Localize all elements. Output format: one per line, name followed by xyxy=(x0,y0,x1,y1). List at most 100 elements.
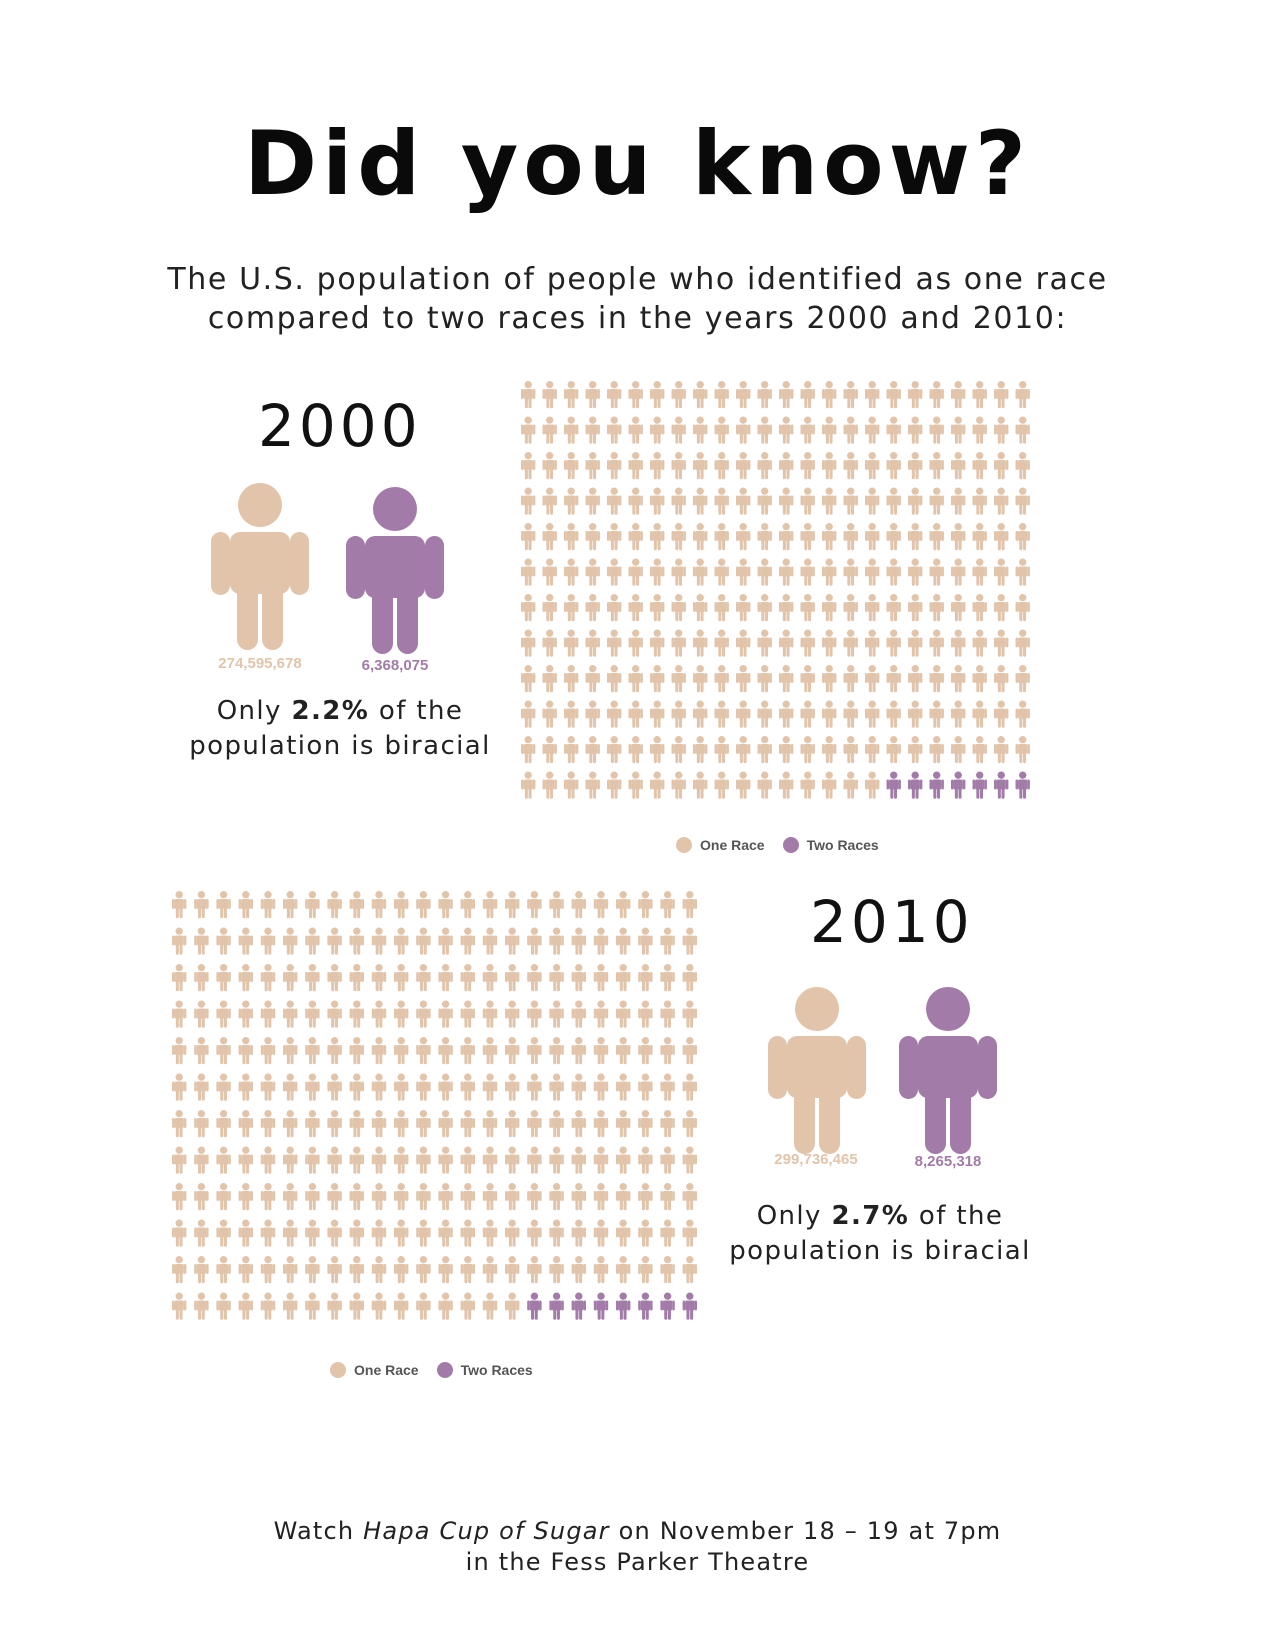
one-race-pictogram-icon xyxy=(660,1256,675,1284)
one-race-pictogram-icon xyxy=(238,1292,253,1320)
one-race-pictogram-icon xyxy=(865,523,880,551)
one-race-pictogram-icon xyxy=(843,523,858,551)
one-race-pictogram-icon xyxy=(994,452,1009,480)
one-race-pictogram-icon xyxy=(671,736,686,764)
one-race-pictogram-icon xyxy=(394,927,409,955)
one-race-pictogram-icon xyxy=(714,629,729,657)
one-race-pictogram-icon xyxy=(460,1073,475,1101)
one-race-pictogram-icon xyxy=(972,665,987,693)
one-race-pictogram-icon xyxy=(994,629,1009,657)
one-race-pictogram-icon xyxy=(371,1183,387,1211)
one-race-pictogram-icon xyxy=(682,1146,697,1174)
one-race-pictogram-icon xyxy=(800,558,815,586)
one-race-pictogram-icon xyxy=(194,1256,209,1284)
one-race-pictogram-icon xyxy=(521,736,536,764)
one-race-pictogram-icon xyxy=(564,416,579,444)
one-race-pictogram-icon xyxy=(527,1219,542,1247)
one-race-pictogram-icon xyxy=(951,700,966,728)
one-race-pictogram-icon xyxy=(438,1037,453,1065)
one-race-pictogram-icon xyxy=(714,665,729,693)
one-race-pictogram-icon xyxy=(238,1256,253,1284)
one-race-pictogram-icon xyxy=(607,771,622,799)
one-race-pictogram-icon xyxy=(305,1146,320,1174)
one-race-pictogram-icon xyxy=(616,1073,631,1101)
one-race-pictogram-icon xyxy=(593,891,609,919)
two-races-pictogram-icon xyxy=(571,1292,586,1320)
one-race-pictogram-icon xyxy=(505,1219,520,1247)
one-race-pictogram-icon xyxy=(886,665,901,693)
one-race-pictogram-icon xyxy=(172,1292,187,1320)
one-race-pictogram-icon xyxy=(994,736,1009,764)
one-race-pictogram-icon xyxy=(972,487,987,515)
one-race-pictogram-icon xyxy=(607,523,622,551)
one-race-pictogram-icon xyxy=(460,1146,475,1174)
one-race-pictogram-icon xyxy=(371,891,387,919)
one-race-pictogram-icon xyxy=(638,1219,653,1247)
one-race-pictogram-icon xyxy=(822,487,837,515)
one-race-pictogram-icon xyxy=(682,1183,697,1211)
one-race-pictogram-icon xyxy=(616,964,631,992)
footer-line-1: Watch Hapa Cup of Sugar on November 18 –… xyxy=(0,1516,1275,1547)
one-race-pictogram-icon xyxy=(693,416,708,444)
one-race-pictogram-icon xyxy=(822,452,837,480)
one-race-pictogram-icon xyxy=(951,736,966,764)
one-race-pictogram-icon xyxy=(505,1110,520,1138)
one-race-pictogram-icon xyxy=(527,1146,542,1174)
one-race-pictogram-icon xyxy=(542,523,557,551)
one-race-pictogram-icon xyxy=(460,1183,475,1211)
one-race-pictogram-icon xyxy=(371,1000,387,1028)
two-races-person-icon xyxy=(346,487,444,654)
one-race-pictogram-icon xyxy=(260,1292,276,1320)
one-race-pictogram-icon xyxy=(638,1073,653,1101)
one-race-pictogram-icon xyxy=(505,1183,520,1211)
one-race-pictogram-icon xyxy=(650,594,665,622)
event-footer: Watch Hapa Cup of Sugar on November 18 –… xyxy=(0,1516,1275,1578)
one-race-pictogram-icon xyxy=(327,891,342,919)
one-race-pictogram-icon xyxy=(564,700,579,728)
one-race-pictogram-icon xyxy=(349,1000,364,1028)
one-race-pictogram-icon xyxy=(505,1073,520,1101)
one-race-pictogram-icon xyxy=(800,452,815,480)
one-race-pictogram-icon xyxy=(585,771,600,799)
pct-prefix: Only xyxy=(216,696,292,726)
one-race-pictogram-icon xyxy=(416,1146,431,1174)
one-race-pictogram-icon xyxy=(283,964,298,992)
one-race-pictogram-icon xyxy=(482,1183,498,1211)
footer-suffix: on November 18 – 19 at 7pm xyxy=(609,1517,1002,1545)
one-race-pictogram-icon xyxy=(994,558,1009,586)
one-race-pictogram-icon xyxy=(822,736,837,764)
one-race-pictogram-icon xyxy=(460,1110,475,1138)
one-race-pictogram-icon xyxy=(908,381,923,409)
one-race-pictogram-icon xyxy=(929,452,944,480)
one-race-pictogram-icon xyxy=(172,1219,187,1247)
one-race-pictogram-icon xyxy=(194,1219,209,1247)
one-race-pictogram-icon xyxy=(216,1073,231,1101)
legend-label-two-races: Two Races xyxy=(806,837,879,853)
one-race-pictogram-icon xyxy=(822,594,837,622)
one-race-pictogram-icon xyxy=(650,452,665,480)
one-race-pictogram-icon xyxy=(571,1256,586,1284)
one-race-pictogram-icon xyxy=(260,1183,276,1211)
one-race-pictogram-icon xyxy=(521,594,536,622)
one-race-pictogram-icon xyxy=(260,927,276,955)
one-race-pictogram-icon xyxy=(886,416,901,444)
one-race-pictogram-icon xyxy=(482,964,498,992)
legend-dot-two-races xyxy=(436,1362,453,1378)
one-race-pictogram-icon xyxy=(216,964,231,992)
one-race-pictogram-icon xyxy=(327,1146,342,1174)
one-race-pictogram-icon xyxy=(283,1146,298,1174)
one-race-pictogram-icon xyxy=(564,487,579,515)
one-race-pictogram-icon xyxy=(564,629,579,657)
one-race-pictogram-icon xyxy=(638,1110,653,1138)
one-race-pictogram-icon xyxy=(394,964,409,992)
one-race-pictogram-icon xyxy=(607,629,622,657)
one-race-pictogram-icon xyxy=(671,452,686,480)
one-race-pictogram-icon xyxy=(527,1110,542,1138)
one-race-pictogram-icon xyxy=(305,891,320,919)
one-race-pictogram-icon xyxy=(349,1183,364,1211)
one-race-pictogram-icon xyxy=(779,381,794,409)
one-race-pictogram-icon xyxy=(571,1073,586,1101)
one-race-pictogram-icon xyxy=(416,1110,431,1138)
one-race-pictogram-icon xyxy=(1015,700,1030,728)
one-race-pictogram-icon xyxy=(929,523,944,551)
